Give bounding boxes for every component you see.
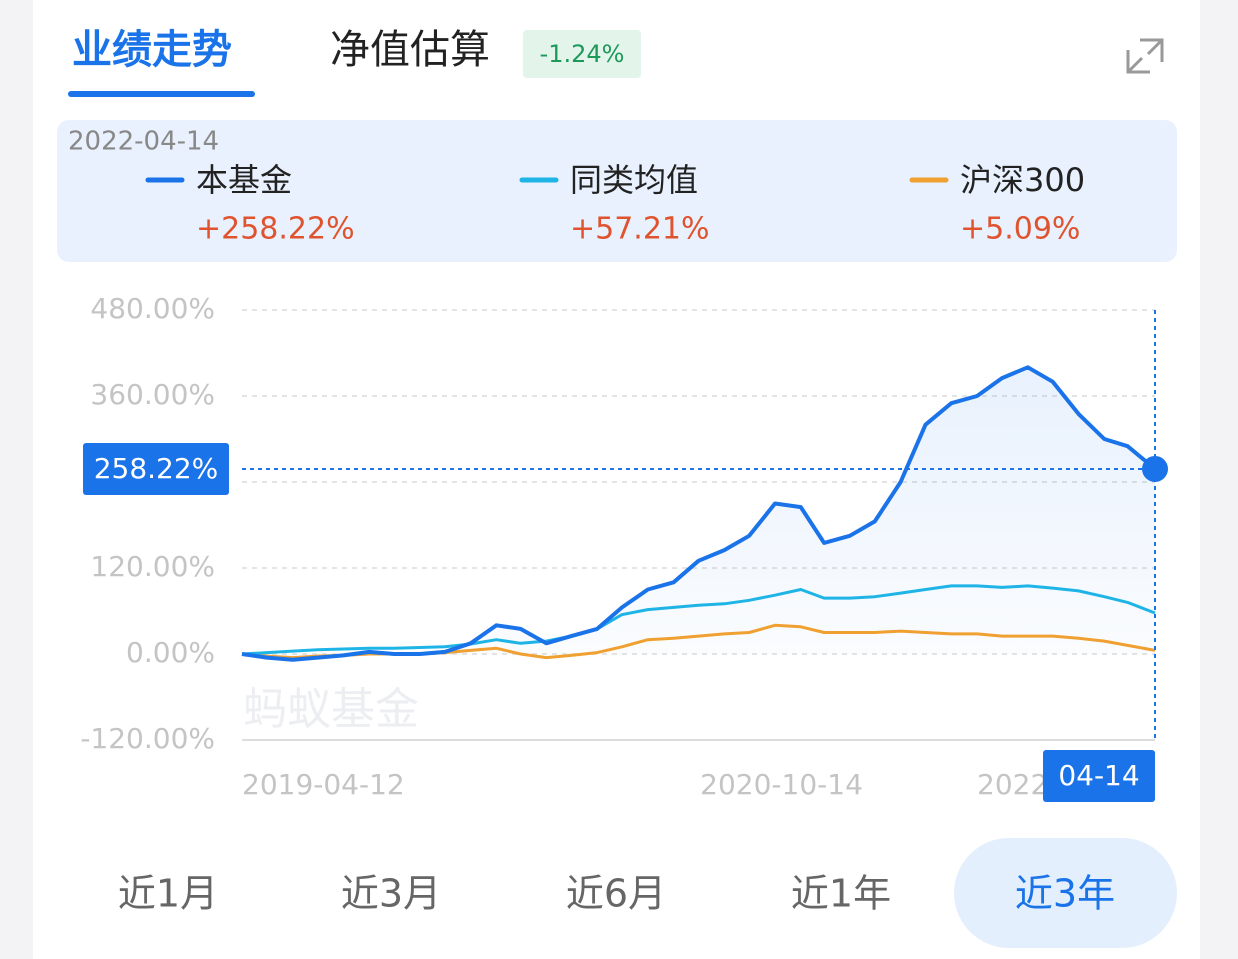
y-tick-label: 360.00% <box>90 378 215 411</box>
period-button[interactable]: 近3月 <box>341 872 441 916</box>
legend-value: +258.22% <box>196 212 355 247</box>
period-button[interactable]: 近1月 <box>118 872 218 916</box>
estimate-badge: -1.24% <box>540 40 625 68</box>
series-line <box>241 365 1157 662</box>
tab-underline <box>68 91 255 97</box>
x-tick-label: 2020-10-14 <box>700 768 863 801</box>
legend-name: 同类均值 <box>570 161 698 199</box>
cursor-value: 258.22% <box>94 452 219 485</box>
cursor-value-bg <box>83 442 229 495</box>
period-selected-bg <box>954 838 1177 948</box>
legend-value: +57.21% <box>570 212 710 247</box>
legend-value: +5.09% <box>960 212 1080 247</box>
y-tick-label: 480.00% <box>90 292 215 325</box>
y-tick-label: 0.00% <box>126 636 215 669</box>
tab[interactable]: 净值估算 <box>330 27 490 73</box>
cursor-date-bg <box>1043 750 1155 802</box>
area <box>242 367 1155 660</box>
x-tick-label: 2019-04-12 <box>242 768 405 801</box>
period-button[interactable]: 近1年 <box>791 872 891 916</box>
period-button[interactable]: 近3年 <box>1015 872 1115 916</box>
cursor-dot <box>1142 455 1168 482</box>
legend-box <box>57 120 1177 262</box>
cursor-date: 04-14 <box>1058 759 1139 792</box>
legend-name: 本基金 <box>196 161 292 199</box>
watermark: 蚂蚁基金 <box>243 684 419 735</box>
period-button[interactable]: 近6月 <box>566 872 666 916</box>
tab-active[interactable]: 业绩走势 <box>72 27 232 73</box>
y-tick-label: 120.00% <box>90 550 215 583</box>
expand-icon[interactable] <box>1126 38 1164 74</box>
tooltip-date: 2022-04-14 <box>68 127 219 157</box>
series-line <box>241 584 1156 656</box>
legend-name: 沪深300 <box>960 161 1085 199</box>
badge-bg <box>523 30 641 78</box>
y-tick-label: -120.00% <box>80 722 215 755</box>
